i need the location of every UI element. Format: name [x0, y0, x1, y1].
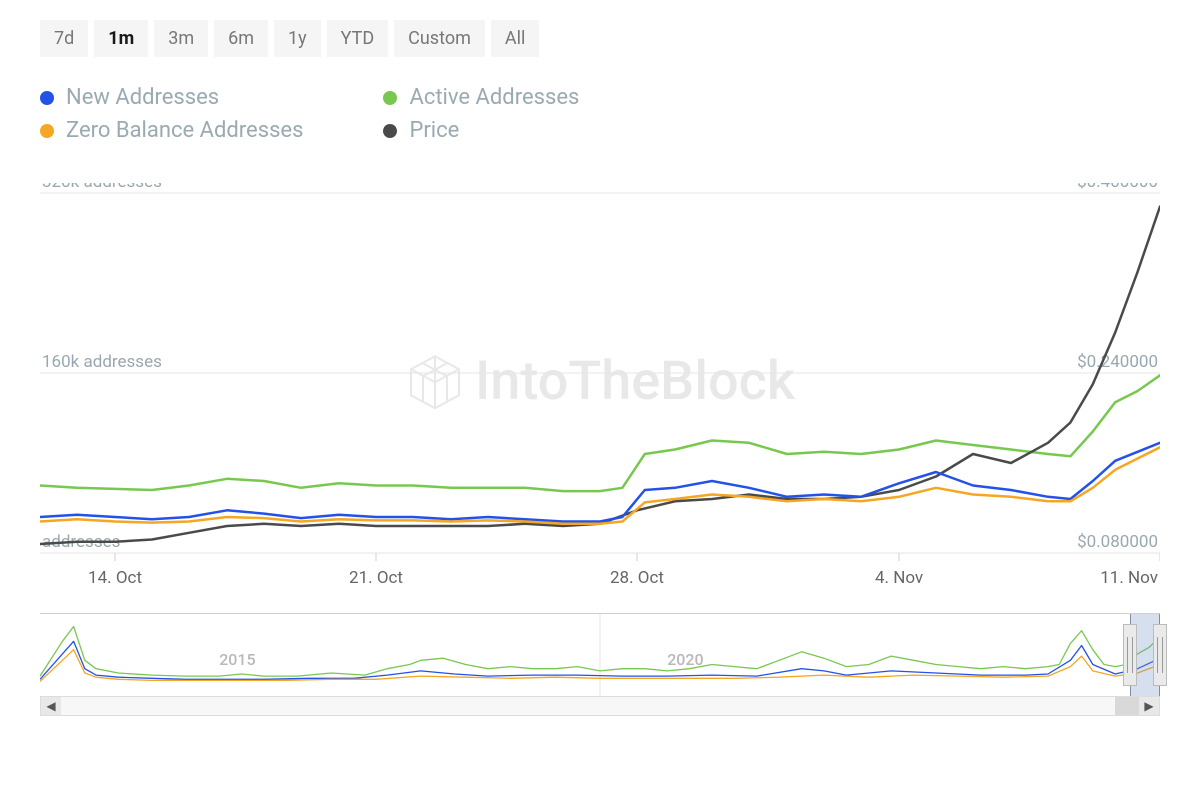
scroll-right-button[interactable]: ▶ [1139, 697, 1159, 715]
legend-item-new-addresses[interactable]: New Addresses [40, 85, 303, 110]
svg-text:14. Oct: 14. Oct [88, 568, 142, 588]
legend-dot [40, 91, 54, 105]
svg-text:$0.240000: $0.240000 [1077, 352, 1158, 372]
range-button-ytd[interactable]: YTD [327, 20, 389, 57]
svg-text:4. Nov: 4. Nov [875, 568, 923, 588]
svg-text:28. Oct: 28. Oct [610, 568, 664, 588]
scrollbar-handle[interactable] [1115, 697, 1139, 715]
range-button-7d[interactable]: 7d [40, 20, 88, 57]
navigator-grip-right[interactable] [1153, 624, 1167, 686]
scrollbar-track[interactable] [61, 697, 1139, 715]
main-chart[interactable]: IntoTheBlock addresses160k addresses320k… [40, 183, 1160, 593]
svg-text:$0.400000: $0.400000 [1077, 183, 1158, 192]
svg-text:21. Oct: 21. Oct [349, 568, 403, 588]
range-button-all[interactable]: All [491, 20, 540, 57]
legend-dot [383, 91, 397, 105]
svg-text:2020: 2020 [667, 650, 703, 669]
svg-text:320k addresses: 320k addresses [42, 183, 162, 192]
legend-dot [40, 124, 54, 138]
navigator: 2015 2020 ◀ ▶ [40, 613, 1160, 723]
chart-legend: New Addresses Active Addresses Zero Balanc… [40, 85, 579, 143]
svg-text:11. Nov: 11. Nov [1100, 568, 1158, 588]
time-range-selector: 7d1m3m6m1yYTDCustomAll [40, 20, 1160, 57]
legend-item-zero-balance-addresses[interactable]: Zero Balance Addresses [40, 118, 303, 143]
svg-text:160k addresses: 160k addresses [42, 352, 162, 372]
legend-label: Price [409, 118, 459, 143]
legend-item-price[interactable]: Price [383, 118, 579, 143]
navigator-svg: 2015 2020 [40, 614, 1160, 696]
legend-label: Active Addresses [409, 85, 579, 110]
range-button-3m[interactable]: 3m [154, 20, 208, 57]
scroll-left-button[interactable]: ◀ [41, 697, 61, 715]
main-chart-svg: addresses160k addresses320k addresses$0.… [40, 183, 1160, 593]
svg-text:2015: 2015 [219, 650, 255, 669]
legend-label: New Addresses [66, 85, 219, 110]
navigator-chart[interactable]: 2015 2020 [40, 614, 1160, 696]
svg-text:$0.080000: $0.080000 [1077, 532, 1158, 552]
navigator-scrollbar: ◀ ▶ [40, 696, 1160, 716]
range-button-1y[interactable]: 1y [274, 20, 321, 57]
legend-label: Zero Balance Addresses [66, 118, 303, 143]
range-button-custom[interactable]: Custom [394, 20, 485, 57]
navigator-grip-left[interactable] [1123, 624, 1137, 686]
legend-dot [383, 124, 397, 138]
range-button-6m[interactable]: 6m [214, 20, 268, 57]
range-button-1m[interactable]: 1m [94, 20, 148, 57]
legend-item-active-addresses[interactable]: Active Addresses [383, 85, 579, 110]
